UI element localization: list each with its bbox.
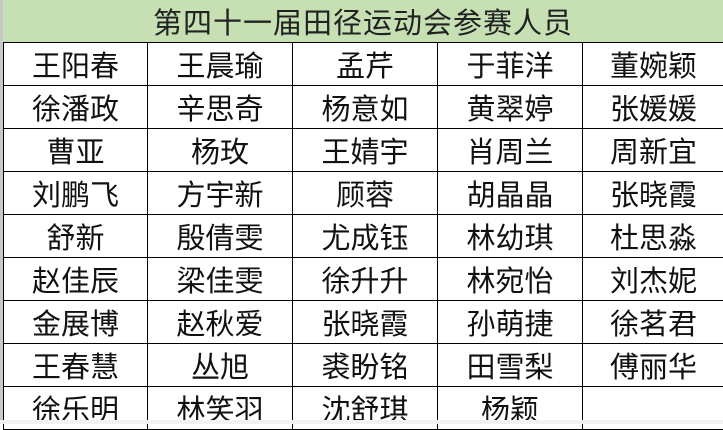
table-row: 赵佳辰梁佳雯徐升升林宛怡刘杰妮 xyxy=(4,258,723,301)
name-cell[interactable]: 杨玫 xyxy=(148,129,293,172)
name-cell[interactable]: 肖周兰 xyxy=(438,129,583,172)
name-cell[interactable]: 尤成钰 xyxy=(293,215,438,258)
name-cell[interactable]: 黄翠婷 xyxy=(438,86,583,129)
name-cell[interactable]: 顾蓉 xyxy=(293,172,438,215)
name-cell[interactable]: 林宛怡 xyxy=(438,258,583,301)
name-cell[interactable]: 杨意如 xyxy=(293,86,438,129)
name-cell[interactable]: 曹亚 xyxy=(4,129,148,172)
name-cell[interactable]: 丛旭 xyxy=(148,344,293,387)
name-cell[interactable]: 徐茗君 xyxy=(583,301,723,344)
name-cell[interactable]: 张晓霞 xyxy=(293,301,438,344)
name-cell[interactable]: 舒新 xyxy=(4,215,148,258)
table-row: 曹亚杨玫王婧宇肖周兰周新宜 xyxy=(4,129,723,172)
table-row: 徐潘政辛思奇杨意如黄翠婷张媛媛 xyxy=(4,86,723,129)
table-row: 舒新殷倩雯尤成钰林幼琪杜思淼 xyxy=(4,215,723,258)
name-cell[interactable]: 赵秋爱 xyxy=(148,301,293,344)
name-cell[interactable]: 于菲洋 xyxy=(438,43,583,86)
name-cell[interactable]: 赵佳辰 xyxy=(4,258,148,301)
table-row: 金展博赵秋爱张晓霞孙萌捷徐茗君 xyxy=(4,301,723,344)
name-cell[interactable]: 王婧宇 xyxy=(293,129,438,172)
name-cell[interactable]: 孙萌捷 xyxy=(438,301,583,344)
participants-table: 王阳春王晨瑜孟芹于菲洋董婉颖徐潘政辛思奇杨意如黄翠婷张媛媛曹亚杨玫王婧宇肖周兰周… xyxy=(3,42,723,430)
name-cell[interactable]: 刘鹏飞 xyxy=(4,172,148,215)
sheet-title-cell[interactable]: 第四十一届田径运动会参赛人员 xyxy=(3,0,723,43)
name-cell[interactable]: 董婉颖 xyxy=(583,43,723,86)
name-cell[interactable]: 辛思奇 xyxy=(148,86,293,129)
name-cell[interactable]: 孟芹 xyxy=(293,43,438,86)
name-cell[interactable]: 王春慧 xyxy=(4,344,148,387)
name-cell[interactable]: 徐潘政 xyxy=(4,86,148,129)
name-cell[interactable]: 徐升升 xyxy=(293,258,438,301)
name-cell[interactable]: 林幼琪 xyxy=(438,215,583,258)
name-cell[interactable]: 金展博 xyxy=(4,301,148,344)
name-cell[interactable]: 傅丽华 xyxy=(583,344,723,387)
name-cell[interactable]: 胡晶晶 xyxy=(438,172,583,215)
name-cell[interactable]: 王晨瑜 xyxy=(148,43,293,86)
table-row: 王春慧丛旭裘盼铭田雪梨傅丽华 xyxy=(4,344,723,387)
name-cell[interactable]: 田雪梨 xyxy=(438,344,583,387)
name-cell[interactable]: 张晓霞 xyxy=(583,172,723,215)
name-cell[interactable]: 杜思淼 xyxy=(583,215,723,258)
name-cell[interactable]: 王阳春 xyxy=(4,43,148,86)
name-cell[interactable]: 梁佳雯 xyxy=(148,258,293,301)
name-cell[interactable]: 刘杰妮 xyxy=(583,258,723,301)
name-cell[interactable]: 方宇新 xyxy=(148,172,293,215)
name-cell[interactable]: 张媛媛 xyxy=(583,86,723,129)
table-row: 王阳春王晨瑜孟芹于菲洋董婉颖 xyxy=(4,43,723,86)
next-row-edge xyxy=(0,420,723,424)
name-cell[interactable]: 周新宜 xyxy=(583,129,723,172)
name-cell[interactable]: 殷倩雯 xyxy=(148,215,293,258)
name-cell[interactable]: 裘盼铭 xyxy=(293,344,438,387)
table-row: 刘鹏飞方宇新顾蓉胡晶晶张晓霞 xyxy=(4,172,723,215)
